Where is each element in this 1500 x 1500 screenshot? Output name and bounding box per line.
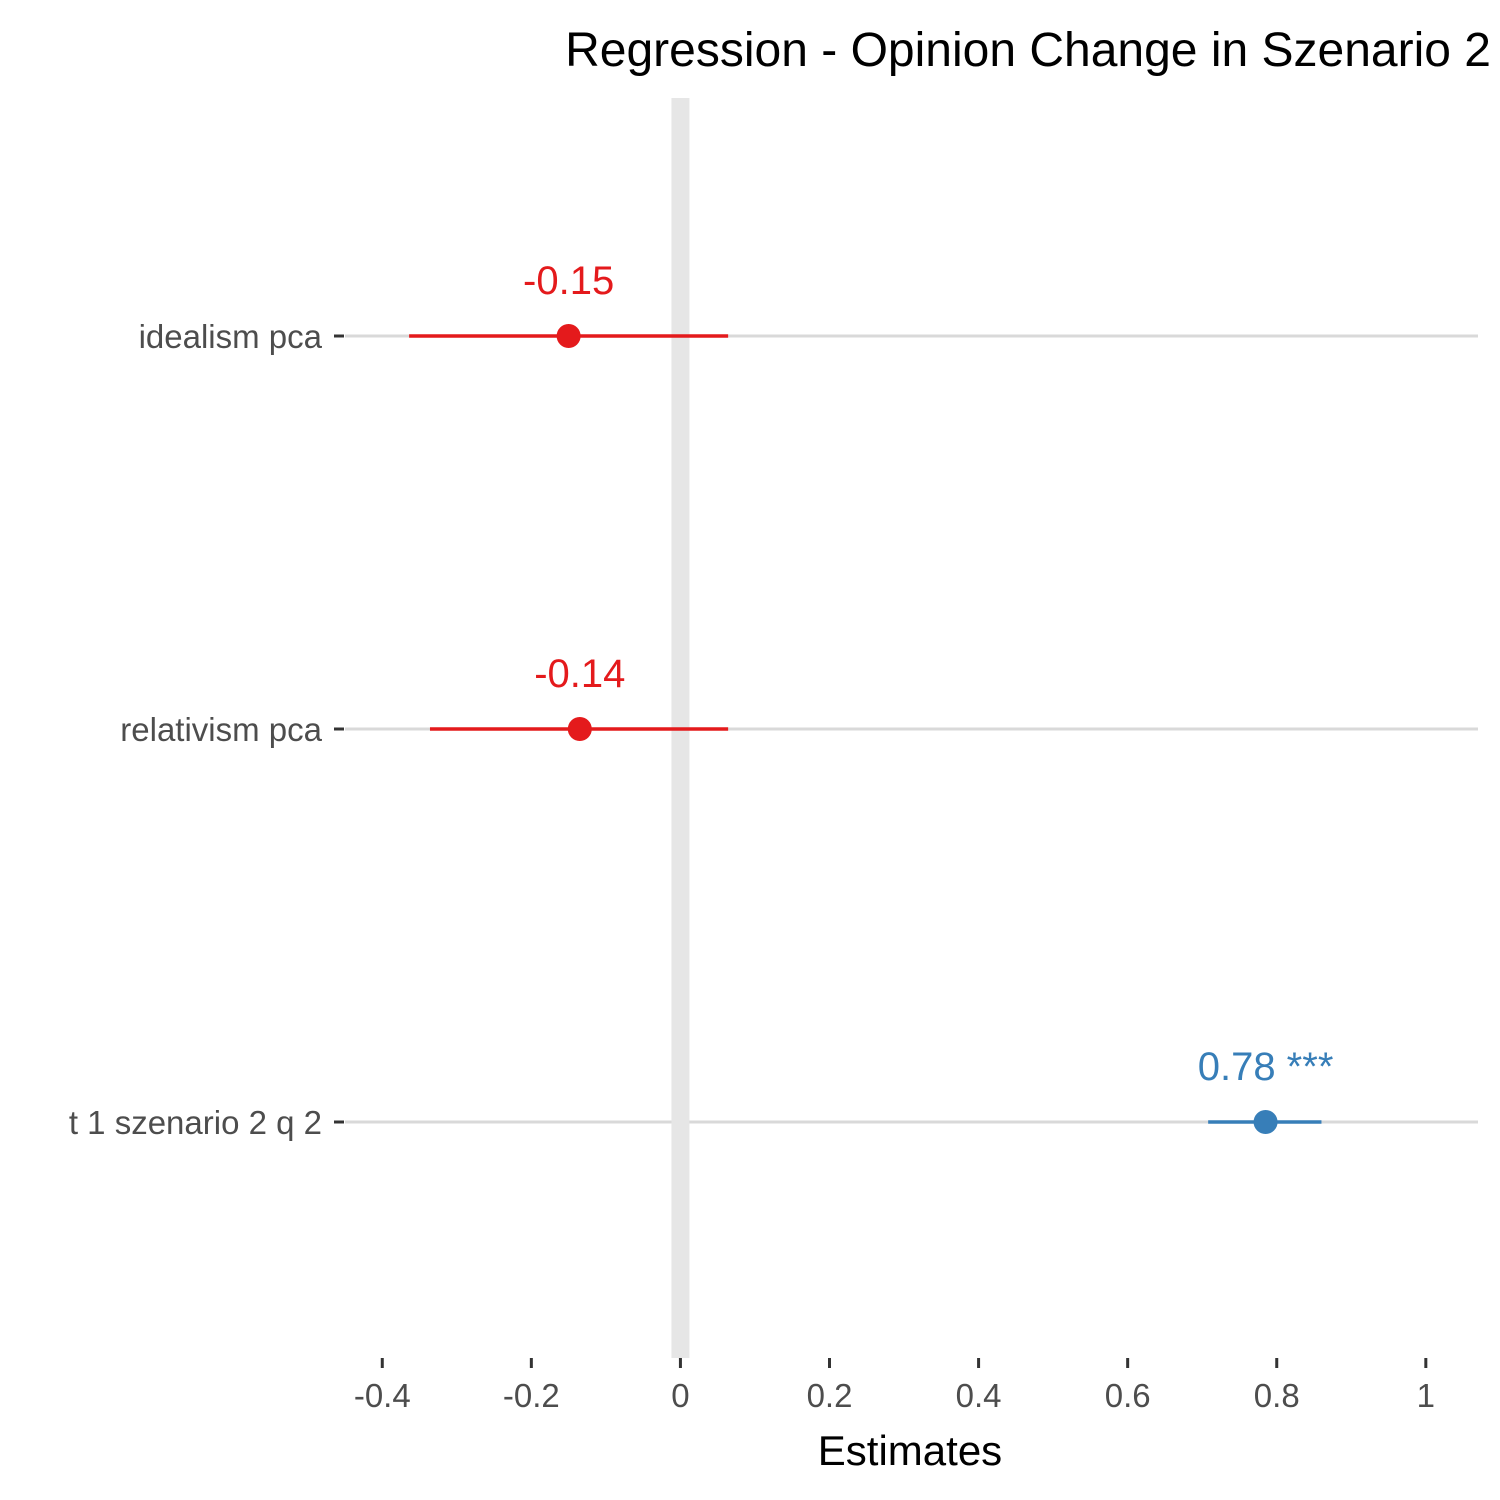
chart-title: Regression - Opinion Change in Szenario … bbox=[565, 24, 1491, 77]
y-category-label: t 1 szenario 2 q 2 bbox=[69, 1104, 322, 1141]
estimate-point bbox=[1253, 1110, 1278, 1134]
x-tick-label: 0.8 bbox=[1254, 1377, 1300, 1414]
estimate-marks: -0.15 -0.14 0.78 *** bbox=[409, 259, 1333, 1134]
x-axis: -0.4 -0.2 0 0.2 0.4 0.6 0.8 1 bbox=[354, 1358, 1435, 1414]
x-tick-label: -0.4 bbox=[354, 1377, 411, 1414]
x-tick-label: 0.4 bbox=[956, 1377, 1002, 1414]
estimate-point bbox=[567, 717, 592, 741]
x-tick-label: 1 bbox=[1417, 1377, 1435, 1414]
x-tick-label: 0.2 bbox=[807, 1377, 853, 1414]
y-category-label: relativism pca bbox=[120, 711, 322, 748]
x-tick-label: -0.2 bbox=[503, 1377, 560, 1414]
y-axis: idealism pca relativism pca t 1 szenario 2… bbox=[69, 318, 344, 1141]
estimate-value-label: -0.14 bbox=[534, 652, 625, 696]
y-category-label: idealism pca bbox=[139, 318, 323, 355]
estimate-value-label: 0.78 *** bbox=[1198, 1045, 1334, 1089]
x-axis-title: Estimates bbox=[818, 1427, 1002, 1474]
x-tick-label: 0.6 bbox=[1105, 1377, 1151, 1414]
estimate-point bbox=[556, 324, 581, 348]
estimate-value-label: -0.15 bbox=[523, 259, 614, 303]
x-tick-label: 0 bbox=[671, 1377, 689, 1414]
